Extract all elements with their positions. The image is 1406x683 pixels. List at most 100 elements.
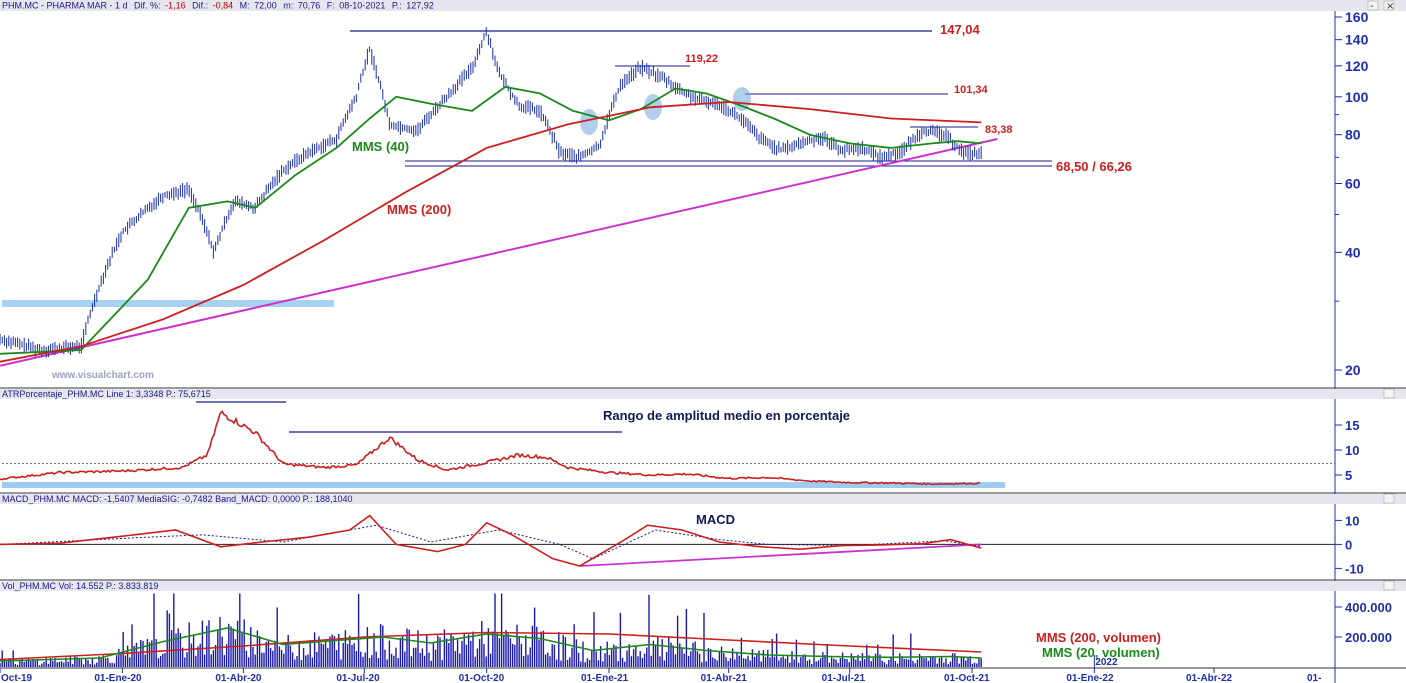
atr-tick-label: 5	[1345, 468, 1352, 483]
volume-bars	[0, 593, 982, 667]
label-119: 119,22	[685, 53, 718, 65]
volume-close-button[interactable]	[1383, 580, 1395, 591]
header-text: PHM.MC - PHARMA MAR - 1 d Dif. %: -1,16 …	[2, 1, 434, 11]
x-axis: Oct-19 01-Ene-20 01-Abr-20 01-Jul-20 01-Oct-…	[0, 655, 1336, 683]
x-tick-label: 01-Jul-21	[822, 673, 866, 683]
price-bars	[0, 27, 982, 358]
minimize-button[interactable]	[1367, 0, 1379, 11]
atr-header-bar	[0, 389, 1406, 399]
macd-series-layer	[0, 514, 1335, 567]
macd-line	[0, 514, 982, 567]
macd-title: MACD	[696, 512, 735, 527]
price-tick-label: 140	[1345, 32, 1369, 48]
x-tick-label: 01-Oct-21	[944, 673, 990, 683]
x-tick-label: 01-Abr-20	[215, 673, 262, 683]
header-max-label: M:	[240, 1, 250, 11]
header-min-label: m:	[283, 1, 293, 11]
header-p: 127,92	[406, 1, 434, 11]
macd-header: MACD_PHM.MC MACD: -1,5407 MediaSIG: -0,7…	[0, 493, 1406, 504]
mms40-line	[0, 86, 982, 355]
price-drawings	[2, 30, 1052, 307]
macd-tick-label: -10	[1345, 561, 1364, 576]
price-tick-label: 160	[1345, 9, 1369, 25]
atr-y-axis: 15 10 5	[1335, 418, 1359, 483]
x-tick-label: 01-Abr-21	[701, 673, 748, 683]
header-dif: -0,84	[213, 1, 234, 11]
x-tick-label: 01-	[1307, 673, 1321, 683]
watermark: www.visualchart.com	[51, 370, 154, 381]
price-annotations: 147,04 119,22 101,34 83,38 68,50 / 66,26…	[51, 22, 1132, 381]
x-year-label: 2022	[1095, 657, 1118, 668]
legend-mms20-vol: MMS (20, volumen)	[1042, 645, 1160, 660]
x-tick-label: 01-Ene-22	[1066, 673, 1114, 683]
macd-header-bar	[0, 494, 1406, 504]
price-series-layer	[0, 27, 998, 367]
atr-floor-band	[2, 482, 1005, 488]
header-min: 70,76	[298, 1, 321, 11]
x-tick-label: 01-Abr-22	[1186, 673, 1233, 683]
atr-series-layer	[0, 410, 1335, 486]
panel-frames	[0, 11, 1406, 683]
atr-header: ATRPorcentaje_PHM.MC Line 1: 3,3348 P.: …	[0, 388, 1406, 399]
x-tick-label: 01-Ene-21	[581, 673, 629, 683]
legend-mms200-vol: MMS (200, volumen)	[1036, 630, 1161, 645]
price-tick-label: 80	[1345, 127, 1361, 143]
price-tick-label: 60	[1345, 176, 1361, 192]
volume-header: Vol_PHM.MC Vol: 14.552 P.: 3.833.819	[0, 580, 1406, 591]
cross-marker-3	[733, 87, 751, 111]
price-window-buttons[interactable]: - ×	[1367, 0, 1395, 12]
label-101: 101,34	[954, 84, 989, 96]
title-bar	[0, 0, 1406, 11]
header-dif-pct-label: Dif. %:	[134, 1, 161, 11]
price-tick-label: 20	[1345, 362, 1361, 378]
atr-tick-label: 10	[1345, 443, 1359, 458]
macd-header-text: MACD_PHM.MC MACD: -1,5407 MediaSIG: -0,7…	[2, 494, 353, 504]
atr-header-text: ATRPorcentaje_PHM.MC Line 1: 3,3348 P.: …	[2, 389, 211, 399]
close-icon: ×	[1386, 1, 1394, 12]
label-83: 83,38	[985, 124, 1013, 136]
x-tick-label: 01-Oct-20	[459, 673, 505, 683]
header-symbol: PHM.MC - PHARMA MAR - 1 d	[2, 1, 128, 11]
header-date-label: F:	[327, 1, 335, 11]
atr-drawings	[2, 401, 1005, 488]
macd-close-button[interactable]	[1383, 493, 1395, 504]
mms200-line	[0, 101, 982, 363]
price-trendline	[0, 137, 998, 367]
volume-tick-label: 400.000	[1345, 600, 1392, 615]
label-147: 147,04	[940, 22, 981, 37]
price-tick-label: 40	[1345, 244, 1361, 260]
header-dif-pct: -1,16	[165, 1, 186, 11]
price-tick-label: 120	[1345, 58, 1369, 74]
close-button[interactable]	[1383, 0, 1395, 11]
minimize-icon: -	[1370, 1, 1374, 12]
volume-mms200-line	[0, 631, 982, 661]
label-68-66: 68,50 / 66,26	[1056, 159, 1132, 174]
header-dif-label: Dif.:	[192, 1, 208, 11]
x-tick-label: 01-Ene-20	[94, 673, 142, 683]
support-zone-band	[2, 300, 334, 307]
x-tick-label: 01-Jul-20	[336, 673, 380, 683]
volume-legend: MMS (200, volumen) MMS (20, volumen)	[1036, 630, 1161, 660]
atr-tick-label: 15	[1345, 418, 1359, 433]
volume-series-layer	[0, 593, 982, 667]
macd-signal-line	[0, 524, 982, 560]
atr-line	[0, 410, 981, 486]
volume-y-axis: 400.000 200.000	[1335, 600, 1392, 645]
atr-title: Rango de amplitud medio en porcentaje	[603, 408, 850, 423]
price-y-axis: 160 140 120 100 80 60 40 20	[1335, 9, 1369, 378]
header-p-label: P.:	[392, 1, 402, 11]
volume-header-bar	[0, 581, 1406, 591]
macd-trendline	[579, 543, 982, 567]
header-date: 08-10-2021	[339, 1, 385, 11]
label-mms40: MMS (40)	[352, 139, 409, 154]
header-max: 72,00	[254, 1, 277, 11]
volume-header-text: Vol_PHM.MC Vol: 14.552 P.: 3.833.819	[2, 581, 158, 591]
macd-y-axis: 10 0 -10	[1335, 513, 1364, 576]
atr-close-button[interactable]	[1383, 388, 1395, 399]
x-tick-label: Oct-19	[1, 673, 33, 683]
volume-mms20-line	[0, 627, 982, 662]
macd-tick-label: 10	[1345, 513, 1359, 528]
macd-tick-label: 0	[1345, 537, 1352, 552]
price-tick-label: 100	[1345, 89, 1369, 105]
